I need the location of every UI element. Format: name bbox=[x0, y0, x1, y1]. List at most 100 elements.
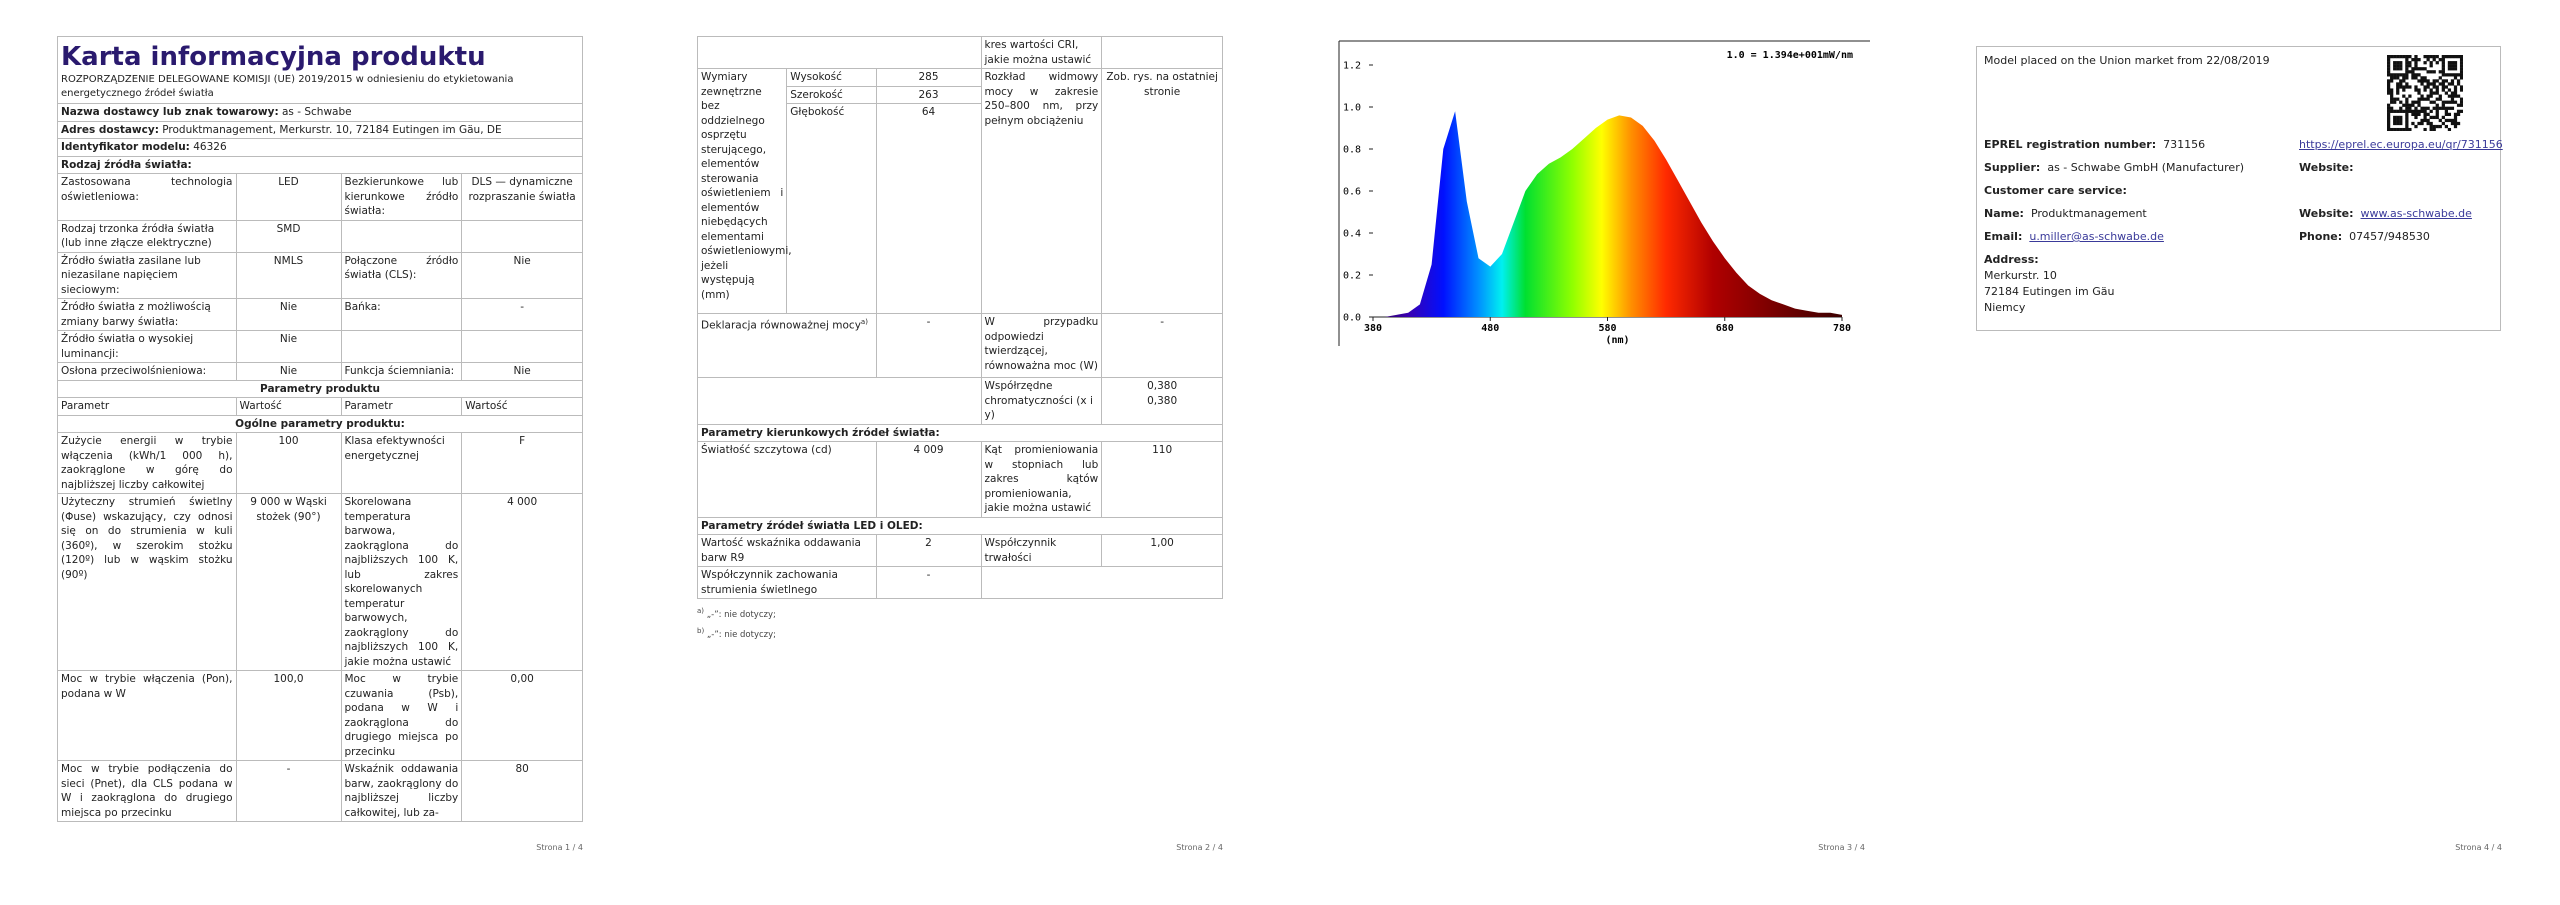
cell: Szerokość bbox=[786, 85, 877, 104]
cell: Użyteczny strumień świetlny (Φuse) wskaz… bbox=[57, 493, 237, 671]
qr-module bbox=[2420, 118, 2424, 123]
qr-module bbox=[2396, 64, 2400, 68]
qr-module bbox=[2426, 121, 2430, 126]
qr-module bbox=[2387, 115, 2391, 120]
label: Name: bbox=[1984, 207, 2024, 220]
cell bbox=[340, 330, 463, 363]
qr-module bbox=[2423, 118, 2427, 123]
footnote: b) „-”: nie dotyczy; bbox=[697, 623, 1223, 643]
qr-module bbox=[2408, 127, 2412, 131]
x-tick-label: 580 bbox=[1598, 323, 1616, 334]
qr-module bbox=[2405, 124, 2409, 129]
qr-module bbox=[2450, 106, 2455, 110]
qr-module bbox=[2432, 79, 2436, 83]
qr-module bbox=[2393, 67, 2397, 71]
qr-module bbox=[2402, 79, 2406, 83]
section-title: Ogólne parametry produktu: bbox=[57, 414, 583, 433]
qr-module bbox=[2450, 100, 2455, 104]
qr-module bbox=[2453, 67, 2458, 71]
header-cell: Parametr bbox=[57, 397, 237, 416]
qr-module bbox=[2441, 70, 2445, 74]
qr-module bbox=[2387, 88, 2391, 92]
qr-module bbox=[2396, 121, 2400, 126]
qr-module bbox=[2453, 88, 2458, 92]
qr-module bbox=[2438, 58, 2442, 62]
qr-module bbox=[2414, 73, 2418, 77]
qr-module bbox=[2441, 100, 2445, 104]
qr-module bbox=[2450, 67, 2455, 71]
qr-module bbox=[2387, 70, 2391, 74]
eprel-link[interactable]: https://eprel.ec.europa.eu/qr/731156 bbox=[2299, 138, 2503, 151]
qr-module bbox=[2432, 127, 2436, 131]
qr-module bbox=[2405, 112, 2409, 116]
cell: Nie bbox=[235, 298, 342, 331]
qr-module bbox=[2438, 76, 2442, 80]
qr-module bbox=[2426, 82, 2430, 86]
qr-module bbox=[2441, 103, 2445, 107]
qr-module bbox=[2447, 94, 2452, 98]
section-title: Parametry produktu bbox=[57, 379, 583, 398]
qr-module bbox=[2399, 115, 2403, 120]
cell: - bbox=[1101, 313, 1223, 378]
cell: Źródło światła z możliwością zmiany barw… bbox=[57, 298, 237, 331]
qr-module bbox=[2426, 85, 2430, 89]
qr-module bbox=[2441, 58, 2445, 62]
cell: Kąt promieniowania w stopniach lub zakre… bbox=[980, 441, 1103, 518]
cell: Zastosowana technologia oświetleniowa: bbox=[57, 173, 237, 221]
section-title: Rodzaj źródła światła: bbox=[57, 155, 583, 174]
qr-module bbox=[2459, 88, 2463, 92]
qr-module bbox=[2459, 100, 2463, 104]
qr-module bbox=[2402, 76, 2406, 80]
qr-module bbox=[2423, 55, 2427, 59]
qr-module bbox=[2432, 91, 2436, 95]
qr-module bbox=[2387, 106, 2391, 110]
qr-module bbox=[2429, 70, 2433, 74]
footnote-mark: a) bbox=[697, 607, 705, 615]
qr-module bbox=[2429, 82, 2433, 86]
qr-module bbox=[2411, 76, 2415, 80]
qr-module bbox=[2450, 79, 2455, 83]
cell: 4 000 bbox=[461, 493, 583, 671]
x-tick-label: 480 bbox=[1481, 323, 1499, 334]
qr-module bbox=[2408, 61, 2412, 65]
qr-module bbox=[2417, 97, 2421, 101]
qr-module bbox=[2393, 109, 2397, 113]
qr-module bbox=[2399, 61, 2403, 65]
value: 07457/948530 bbox=[2349, 230, 2430, 243]
email-link[interactable]: u.miller@as-schwabe.de bbox=[2029, 230, 2164, 243]
cell: 1,00 bbox=[1101, 534, 1223, 567]
cell: 100,0 bbox=[235, 670, 342, 761]
qr-module bbox=[2393, 76, 2397, 80]
cell: Wskaźnik oddawania barw, zaokrąglony do … bbox=[340, 760, 463, 822]
cell bbox=[697, 36, 982, 69]
qr-module bbox=[2441, 79, 2445, 83]
qr-module bbox=[2408, 64, 2412, 68]
qr-module bbox=[2405, 58, 2409, 62]
qr-module bbox=[2387, 112, 2391, 116]
cell: Zużycie energii w trybie włączenia (kWh/… bbox=[57, 432, 237, 494]
qr-module bbox=[2423, 76, 2427, 80]
qr-module bbox=[2441, 88, 2445, 92]
qr-module bbox=[2438, 82, 2442, 86]
qr-module bbox=[2414, 61, 2418, 65]
cell: Skorelowana temperatura barwowa, zaokrąg… bbox=[340, 493, 463, 671]
qr-module bbox=[2402, 85, 2406, 89]
qr-module bbox=[2459, 64, 2463, 68]
label: Website: bbox=[2299, 161, 2354, 174]
qr-module bbox=[2450, 55, 2455, 59]
qr-module bbox=[2450, 97, 2455, 101]
qr-module bbox=[2435, 109, 2439, 113]
header-cell: Wartość bbox=[235, 397, 342, 416]
website-link[interactable]: www.as-schwabe.de bbox=[2360, 207, 2472, 220]
qr-module bbox=[2441, 82, 2445, 86]
qr-module bbox=[2435, 91, 2439, 95]
qr-module bbox=[2387, 121, 2391, 126]
qr-module bbox=[2426, 79, 2430, 83]
value: 731156 bbox=[2163, 138, 2206, 151]
qr-module bbox=[2435, 103, 2439, 107]
qr-module bbox=[2414, 106, 2418, 110]
qr-module bbox=[2432, 70, 2436, 74]
qr-module bbox=[2435, 115, 2439, 120]
qr-module bbox=[2405, 127, 2409, 131]
cell: 263 bbox=[875, 85, 982, 104]
